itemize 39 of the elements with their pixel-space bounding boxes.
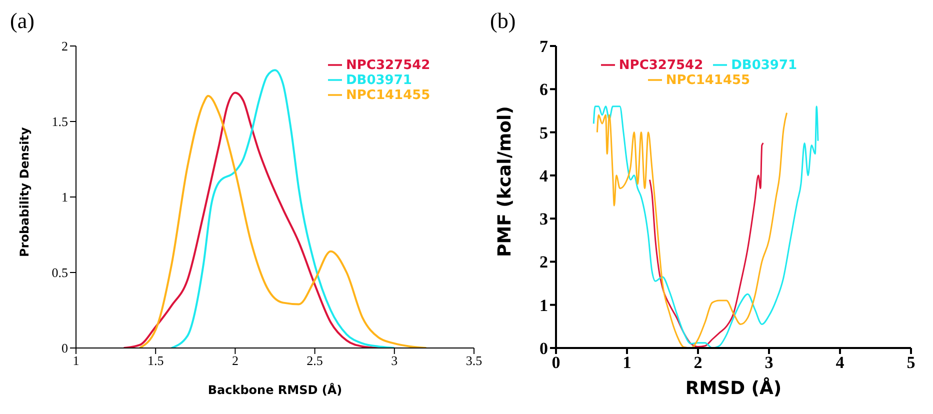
legend-label: NPC327542 (618, 58, 704, 73)
y-tick-label: 0 (62, 340, 68, 356)
x-tick-label: 4 (836, 353, 845, 372)
y-tick-label: 1.5 (52, 114, 68, 130)
legend-label: NPC327542 (346, 58, 430, 73)
line-series (648, 142, 764, 348)
legend-label: DB03971 (731, 58, 798, 73)
legend-label: DB03971 (346, 73, 412, 88)
y-tick-label: 2 (62, 38, 68, 54)
y-tick-label: 4 (540, 166, 548, 186)
x-tick-label: 2.5 (306, 353, 323, 368)
x-tick-label: 2 (232, 353, 238, 368)
x-tick-label: 3 (391, 353, 398, 368)
x-tick-label: 1.5 (147, 353, 164, 368)
x-tick-label: 1 (622, 353, 632, 372)
x-axis-title: RMSD (Å) (685, 377, 782, 399)
chart-title: (b) (490, 8, 516, 34)
y-tick-label: 6 (540, 80, 548, 100)
y-tick-label: 1 (62, 190, 68, 205)
y-tick-label: 7 (540, 37, 548, 56)
x-tick-label: 5 (906, 353, 916, 372)
y-tick-label: 2 (540, 252, 548, 272)
y-tick-label: 5 (540, 123, 548, 142)
x-tick-label: 1 (72, 353, 80, 368)
x-tick-label: 3.5 (466, 353, 482, 368)
legend-label: NPC141455 (346, 88, 430, 103)
line-series (596, 112, 788, 348)
y-tick-label: 1 (540, 296, 548, 315)
x-tick-label: 0 (552, 353, 560, 372)
x-tick-label: 3 (764, 353, 774, 372)
line-series (592, 106, 819, 348)
chart-title: (a) (10, 8, 34, 34)
y-axis-title: Probability Density (17, 127, 32, 257)
y-tick-label: 0.5 (52, 265, 68, 280)
y-tick-label: 3 (540, 210, 548, 229)
x-axis-title: Backbone RMSD (Å) (208, 382, 342, 397)
legend-label: NPC141455 (666, 73, 750, 88)
y-axis-title: PMF (kcal/mol) (494, 106, 516, 257)
x-tick-label: 2 (694, 353, 702, 372)
